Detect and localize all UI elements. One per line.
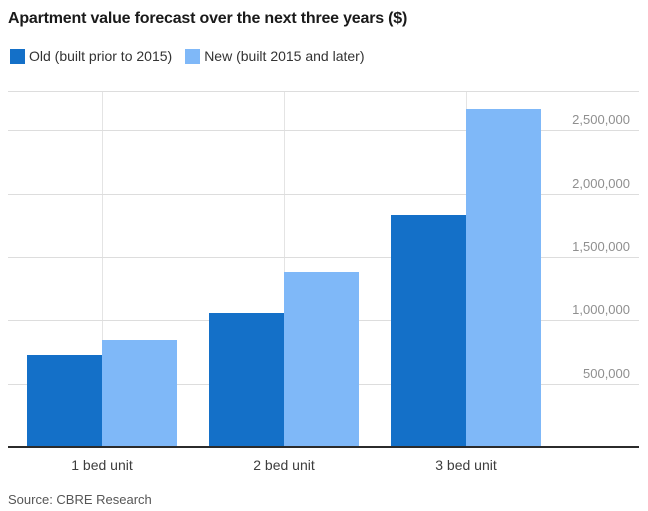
- bar-new-2-bed-unit: [284, 272, 359, 447]
- gridline: [8, 194, 639, 195]
- vertical-gridline: [284, 91, 285, 447]
- y-tick-label: 500,000: [583, 366, 630, 381]
- legend: Old (built prior to 2015) New (built 201…: [10, 48, 365, 64]
- legend-item-old: Old (built prior to 2015): [10, 48, 172, 64]
- category-label: 3 bed unit: [435, 457, 497, 473]
- bar-old-1-bed-unit: [27, 355, 102, 447]
- bar-new-1-bed-unit: [102, 340, 177, 447]
- y-tick-label: 1,500,000: [572, 239, 630, 254]
- y-tick-label: 2,500,000: [572, 112, 630, 127]
- legend-swatch-old: [10, 48, 25, 64]
- chart-title: Apartment value forecast over the next t…: [8, 10, 408, 27]
- legend-label-old: Old (built prior to 2015): [29, 48, 173, 64]
- legend-item-new: New (built 2015 and later): [185, 48, 365, 64]
- source-note: Source: CBRE Research: [8, 492, 152, 507]
- bar-old-2-bed-unit: [209, 313, 284, 447]
- y-tick-label: 2,000,000: [572, 176, 630, 191]
- bar-old-3-bed-unit: [391, 215, 466, 447]
- y-tick-label: 1,000,000: [572, 302, 630, 317]
- bar-new-3-bed-unit: [466, 109, 541, 447]
- legend-label-new: New (built 2015 and later): [204, 48, 365, 64]
- category-label: 1 bed unit: [71, 457, 133, 473]
- category-label: 2 bed unit: [253, 457, 315, 473]
- gridline: [8, 130, 639, 131]
- plot-top-border: [8, 91, 639, 92]
- gridline: [8, 257, 639, 258]
- legend-swatch-new: [185, 48, 201, 64]
- vertical-gridline: [102, 91, 103, 447]
- x-axis-line: [8, 446, 639, 448]
